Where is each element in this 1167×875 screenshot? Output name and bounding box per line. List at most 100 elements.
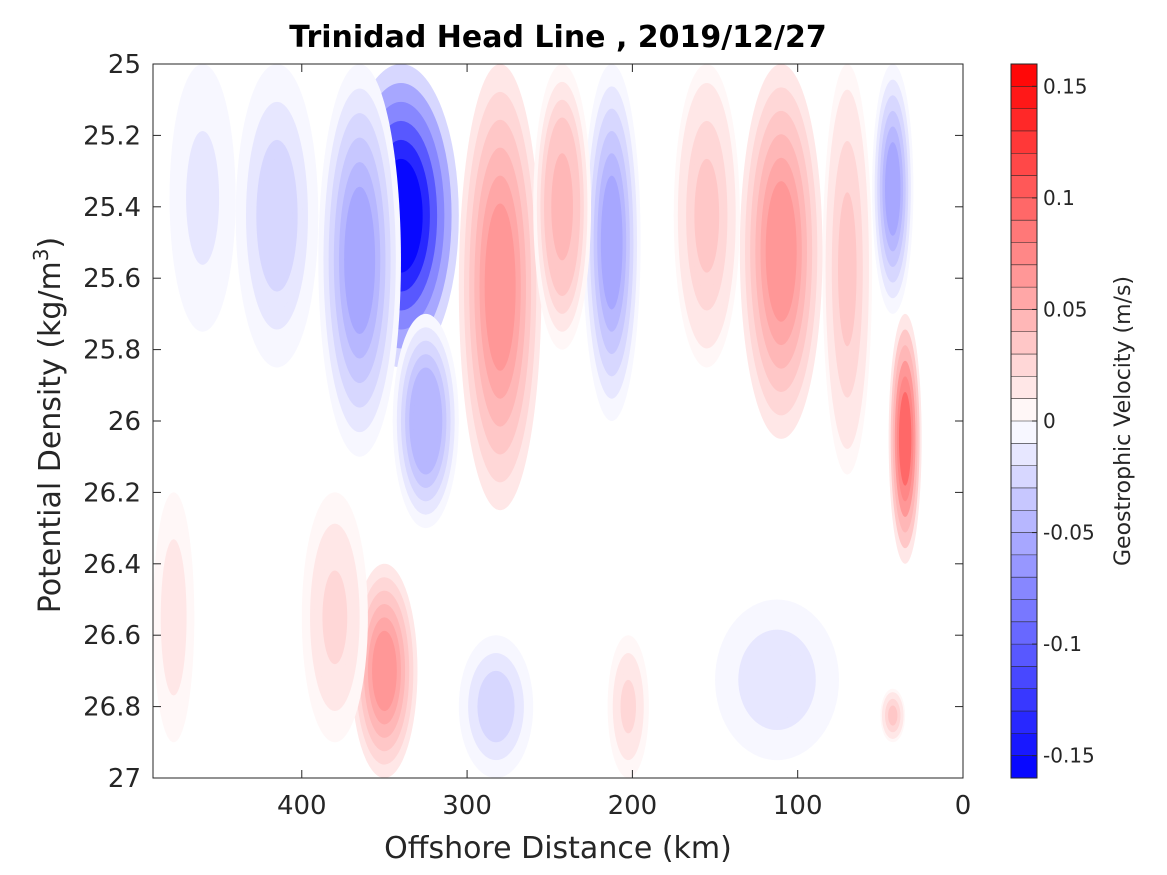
contour-feature <box>880 688 906 743</box>
colorbar-level <box>1011 666 1037 690</box>
colorbar-level <box>1011 175 1037 199</box>
y-tick-label: 26.2 <box>83 478 141 508</box>
colorbar: 0.15 0.1 0.05 0 -0.05 -0.1 -0.15 Geostrophic V… <box>1010 63 1136 779</box>
contour-feature <box>673 64 740 368</box>
colorbar-level <box>1011 644 1037 667</box>
colorbar-level <box>1011 220 1037 243</box>
y-axis-label: Potential Density (kg/m3) <box>29 237 68 613</box>
colorbar-level <box>1011 130 1037 154</box>
colorbar-level <box>1011 398 1037 422</box>
colorbar-level <box>1011 86 1037 110</box>
colorbar-level <box>1011 443 1037 467</box>
colorbar-level <box>1011 465 1037 489</box>
contour-level <box>413 380 439 462</box>
x-tick-label: 200 <box>608 791 658 821</box>
chart-title: Trinidad Head Line , 2019/12/27 <box>289 20 826 55</box>
colorbar-level <box>1011 64 1037 87</box>
colorbar-tick-label: 0.05 <box>1043 297 1088 321</box>
contour-feature <box>888 313 922 564</box>
colorbar-tick-label: -0.15 <box>1043 744 1095 768</box>
y-tick-label: 25 <box>108 50 141 80</box>
contour-feature <box>533 64 592 350</box>
colorbar-level <box>1011 242 1037 266</box>
contour-feature <box>822 64 873 475</box>
colorbar-level <box>1011 755 1037 779</box>
y-tick-label: 27 <box>108 764 141 794</box>
colorbar-level <box>1011 510 1037 534</box>
contour-level <box>694 158 720 273</box>
colorbar-level <box>1011 197 1037 221</box>
contour-level <box>765 181 797 322</box>
contour-feature <box>318 64 401 457</box>
contour-level <box>898 391 912 486</box>
plot-area <box>152 63 964 779</box>
y-tick-label: 25.2 <box>83 121 141 151</box>
contour-level <box>884 142 901 236</box>
colorbar-level <box>1011 711 1037 734</box>
contour-level <box>837 192 857 347</box>
colorbar-level <box>1011 153 1037 177</box>
colorbar-level <box>1011 376 1037 400</box>
contour-level <box>482 679 510 734</box>
colorbar-tick-label: -0.05 <box>1043 521 1095 545</box>
contour-level <box>484 203 516 371</box>
y-tick-label: 25.6 <box>83 264 141 294</box>
contour-feature <box>607 635 649 778</box>
colorbar-level <box>1011 554 1037 578</box>
y-tick-label: 26 <box>108 407 141 437</box>
contour-feature <box>301 492 368 743</box>
colorbar-level <box>1011 621 1037 645</box>
contour-level <box>190 147 215 249</box>
contour-feature <box>872 64 914 314</box>
contour-level <box>551 153 573 261</box>
x-tick-label: 0 <box>955 791 972 821</box>
colorbar-level <box>1011 331 1037 355</box>
colorbar-label: Geostrophic Velocity (m/s) <box>1111 276 1136 566</box>
y-axis-label-main: Potential Density (kg/m <box>33 261 68 613</box>
velocity-contours <box>153 64 922 778</box>
contour-level <box>753 649 801 710</box>
contour-feature <box>739 64 823 439</box>
colorbar-level <box>1011 733 1037 757</box>
x-axis-label: Offshore Distance (km) <box>384 831 732 866</box>
contour-feature <box>392 313 459 529</box>
colorbar-tick-label: 0.1 <box>1043 186 1075 210</box>
y-tick-label: 25.4 <box>83 193 141 223</box>
x-tick-label: 300 <box>442 791 492 821</box>
y-tick-label: 25.8 <box>83 336 141 366</box>
colorbar-level <box>1011 532 1037 556</box>
y-tick-label: 26.6 <box>83 621 141 651</box>
contour-feature <box>715 599 840 761</box>
colorbar-tick-label: -0.1 <box>1043 632 1082 656</box>
x-axis: 400 300 200 100 0 <box>277 64 971 821</box>
contour-level <box>372 630 397 712</box>
y-axis-label-close: ) <box>33 237 68 249</box>
colorbar-level <box>1011 108 1037 132</box>
colorbar-level <box>1011 309 1037 333</box>
colorbar-level <box>1011 599 1037 623</box>
colorbar-level <box>1011 264 1037 288</box>
contour-feature <box>458 635 534 778</box>
contour-level <box>165 570 182 665</box>
y-axis-label-superscript: 3 <box>29 248 53 261</box>
colorbar-tick-label: 0 <box>1043 409 1056 433</box>
contour-feature <box>169 64 236 332</box>
contour-level <box>600 175 623 310</box>
colorbar-level <box>1011 487 1037 511</box>
contour-feature <box>458 64 542 511</box>
colorbar-level <box>1011 421 1037 444</box>
x-tick-label: 400 <box>277 791 327 821</box>
colorbar-level <box>1011 577 1037 600</box>
contour-level <box>888 705 898 726</box>
contour-feature <box>351 563 418 778</box>
y-axis: 25 25.2 25.4 25.6 25.8 26 26.2 26.4 26.6 26.8 27 <box>83 50 963 794</box>
y-tick-label: 26.4 <box>83 550 141 580</box>
colorbar-level <box>1011 354 1037 377</box>
contour-feature <box>582 64 641 421</box>
contour-level <box>344 186 376 334</box>
colorbar-levels <box>1011 64 1037 779</box>
x-tick-label: 100 <box>773 791 823 821</box>
colorbar-level <box>1011 287 1037 310</box>
contour-feature <box>153 492 195 743</box>
